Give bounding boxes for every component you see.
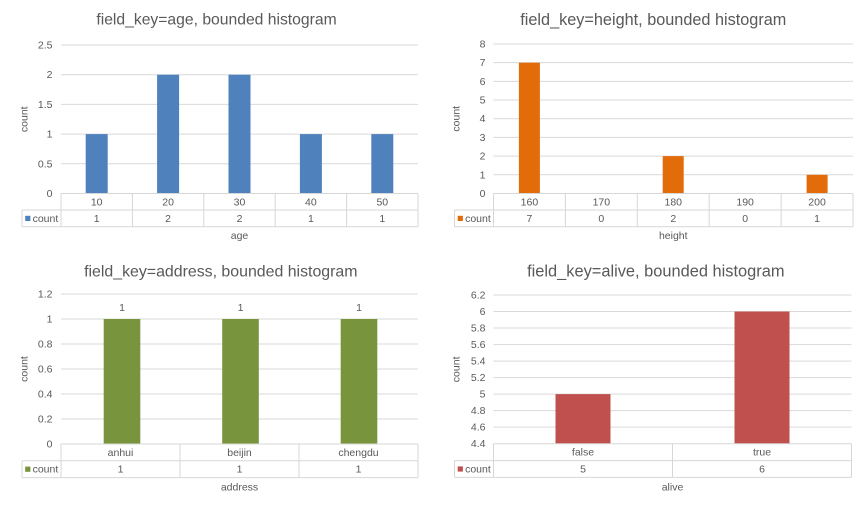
svg-text:chengdu: chengdu <box>338 447 378 459</box>
svg-text:5.6: 5.6 <box>471 339 486 351</box>
svg-text:1: 1 <box>814 213 820 225</box>
svg-text:0: 0 <box>480 188 486 200</box>
svg-text:40: 40 <box>305 196 317 208</box>
svg-text:true: true <box>753 447 771 459</box>
svg-text:1: 1 <box>94 213 100 225</box>
svg-text:height: height <box>659 230 688 242</box>
svg-text:160: 160 <box>521 196 539 208</box>
svg-text:1.2: 1.2 <box>38 289 53 301</box>
svg-text:0: 0 <box>47 188 53 200</box>
svg-text:4.6: 4.6 <box>471 422 486 434</box>
svg-text:6: 6 <box>759 464 765 476</box>
svg-text:10: 10 <box>91 196 103 208</box>
svg-text:0.6: 0.6 <box>38 364 53 376</box>
svg-text:alive: alive <box>662 482 684 494</box>
svg-text:count: count <box>33 464 59 476</box>
svg-text:50: 50 <box>376 196 388 208</box>
svg-text:0: 0 <box>47 439 53 451</box>
svg-text:1: 1 <box>119 302 125 314</box>
svg-text:200: 200 <box>808 196 826 208</box>
svg-text:0.2: 0.2 <box>38 414 53 426</box>
svg-text:1: 1 <box>47 129 53 141</box>
svg-text:1: 1 <box>47 314 53 326</box>
svg-text:0: 0 <box>742 213 748 225</box>
svg-text:count: count <box>18 106 30 132</box>
svg-text:2: 2 <box>480 151 486 163</box>
svg-text:5: 5 <box>480 95 486 107</box>
svg-text:5.4: 5.4 <box>471 356 486 368</box>
svg-text:190: 190 <box>736 196 754 208</box>
svg-text:anhui: anhui <box>108 447 134 459</box>
svg-text:4.8: 4.8 <box>471 405 486 417</box>
svg-text:180: 180 <box>664 196 682 208</box>
svg-text:count: count <box>450 106 462 132</box>
svg-text:2: 2 <box>670 213 676 225</box>
svg-text:count: count <box>450 356 462 382</box>
svg-text:0.4: 0.4 <box>38 389 53 401</box>
svg-text:1: 1 <box>379 213 385 225</box>
svg-text:5: 5 <box>480 389 486 401</box>
svg-text:field_key=age, bounded histogr: field_key=age, bounded histogram <box>96 12 336 29</box>
svg-text:1: 1 <box>308 213 314 225</box>
svg-text:1: 1 <box>118 464 124 476</box>
svg-text:6: 6 <box>480 306 486 318</box>
svg-text:0.5: 0.5 <box>38 158 53 170</box>
svg-text:4.4: 4.4 <box>471 438 486 450</box>
svg-text:count: count <box>18 356 30 382</box>
svg-text:3: 3 <box>480 132 486 144</box>
svg-text:2: 2 <box>237 213 243 225</box>
svg-text:4: 4 <box>480 113 486 125</box>
svg-text:age: age <box>231 230 249 242</box>
svg-text:1: 1 <box>237 464 243 476</box>
svg-text:5: 5 <box>580 464 586 476</box>
svg-text:count: count <box>33 213 59 225</box>
svg-text:5.8: 5.8 <box>471 323 486 335</box>
svg-text:false: false <box>572 447 594 459</box>
svg-text:1: 1 <box>356 302 362 314</box>
svg-text:30: 30 <box>234 196 246 208</box>
svg-text:1: 1 <box>480 169 486 181</box>
svg-text:6.2: 6.2 <box>471 290 486 302</box>
svg-text:0.8: 0.8 <box>38 339 53 351</box>
svg-text:1: 1 <box>238 302 244 314</box>
svg-text:field_key=alive, bounded histo: field_key=alive, bounded histogram <box>527 263 784 281</box>
svg-text:beijin: beijin <box>227 447 252 459</box>
svg-text:0: 0 <box>598 213 604 225</box>
svg-text:address: address <box>221 482 258 494</box>
svg-text:field_key=address, bounded his: field_key=address, bounded histogram <box>84 264 357 281</box>
svg-text:1: 1 <box>356 464 362 476</box>
svg-text:2: 2 <box>165 213 171 225</box>
svg-text:8: 8 <box>480 38 486 50</box>
svg-text:1.5: 1.5 <box>38 99 53 111</box>
svg-text:field_key=height, bounded hist: field_key=height, bounded histogram <box>520 11 786 29</box>
svg-text:2: 2 <box>47 69 53 81</box>
svg-text:6: 6 <box>480 76 486 88</box>
svg-text:5.2: 5.2 <box>471 372 486 384</box>
svg-text:7: 7 <box>480 57 486 69</box>
svg-text:20: 20 <box>162 196 174 208</box>
svg-text:count: count <box>465 464 491 476</box>
svg-text:count: count <box>465 213 491 225</box>
svg-text:7: 7 <box>527 213 533 225</box>
svg-text:170: 170 <box>593 196 611 208</box>
svg-text:2.5: 2.5 <box>38 40 53 52</box>
